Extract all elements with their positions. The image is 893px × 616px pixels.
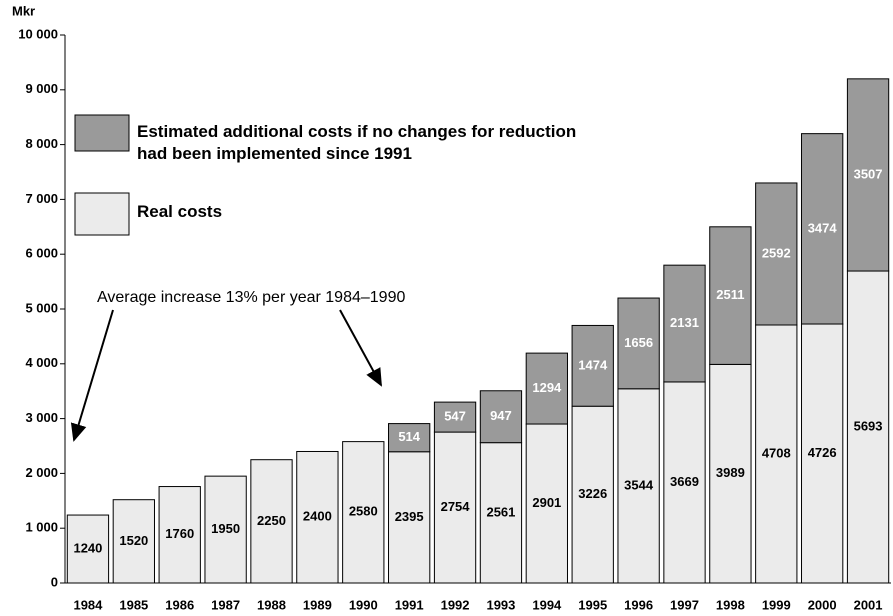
- data-label: 5693: [854, 418, 883, 433]
- x-tick-label: 1991: [395, 597, 424, 612]
- x-tick-label: 1985: [119, 597, 148, 612]
- x-tick-label: 1990: [349, 597, 378, 612]
- bar-segment: [388, 423, 431, 453]
- bar-segment: [433, 401, 477, 433]
- legend-label: Real costs: [137, 202, 223, 221]
- data-label: 2754: [441, 499, 471, 514]
- data-label: 3544: [624, 477, 654, 492]
- y-tick-label: 1 000: [25, 520, 58, 535]
- data-label: 2580: [349, 504, 378, 519]
- bar-segment: [479, 390, 523, 444]
- x-tick-label: 2000: [808, 597, 837, 612]
- data-label: 1474: [578, 357, 608, 372]
- data-label: 3989: [716, 465, 745, 480]
- data-label: 2395: [395, 509, 424, 524]
- x-tick-label: 1995: [578, 597, 607, 612]
- bar-segment: [663, 381, 706, 584]
- data-label: 1240: [73, 540, 102, 555]
- x-tick-label: 1986: [165, 597, 194, 612]
- bar-segment: [617, 388, 660, 584]
- x-tick-label: 1992: [441, 597, 470, 612]
- data-label: 2511: [716, 287, 744, 302]
- annotation: Average increase 13% per year 1984–1990: [97, 289, 405, 306]
- bar-segment: [525, 352, 568, 425]
- bar-segment: [709, 226, 752, 365]
- y-tick-label: 9 000: [25, 81, 58, 96]
- x-tick-label: 1989: [303, 597, 332, 612]
- y-tick-label: 3 000: [25, 410, 58, 425]
- x-tick-label: 1987: [211, 597, 240, 612]
- bar-segment: [342, 441, 385, 584]
- annotation-arrow: [339, 309, 382, 387]
- bar-segment: [617, 297, 660, 390]
- x-tick-label: 1984: [73, 597, 103, 612]
- y-tick-label: 6 000: [25, 246, 58, 261]
- x-tick-label: 1988: [257, 597, 286, 612]
- y-tick-label: 7 000: [25, 191, 58, 206]
- legend-swatch: [74, 192, 130, 236]
- data-label: 3507: [854, 166, 883, 181]
- bar-segment: [663, 264, 706, 383]
- y-tick-label: 4 000: [25, 355, 58, 370]
- bar-segment: [479, 442, 523, 584]
- bar-segment: [250, 459, 293, 584]
- bar-segment: [801, 133, 844, 325]
- x-tick-label: 1999: [762, 597, 791, 612]
- data-label: 1950: [211, 521, 240, 536]
- legend-swatch: [74, 114, 130, 152]
- plot: 0 1 000 2 000 3 000 4 000 5 000 6 000 7 000 8 00…: [18, 26, 891, 612]
- annotation-arrow: [70, 309, 114, 442]
- bar-segment: [112, 499, 155, 584]
- bar-segment: [296, 450, 339, 584]
- data-label: 2901: [532, 495, 561, 510]
- bar-segment: [204, 475, 247, 584]
- legend-label: Estimated additional costs if no changes…: [137, 122, 577, 163]
- data-label: 3474: [808, 220, 838, 235]
- data-label: 1294: [532, 380, 562, 395]
- data-label: 547: [444, 409, 466, 424]
- data-label: 4726: [808, 445, 837, 460]
- data-label: 3226: [578, 486, 607, 501]
- data-label: 1760: [165, 526, 194, 541]
- bar-segment: [846, 78, 890, 272]
- data-label: 2131: [670, 315, 699, 330]
- bar-segment: [801, 323, 844, 584]
- bar-segment: [709, 363, 752, 584]
- data-label: 2592: [762, 245, 791, 260]
- bar-segment: [158, 486, 201, 584]
- data-label: 2400: [303, 509, 332, 524]
- bar-segment: [388, 451, 431, 584]
- x-tick-label: 2001: [854, 597, 883, 612]
- data-label: 1520: [119, 533, 148, 548]
- y-tick-label: 2 000: [25, 465, 58, 480]
- y-axis-label: Mkr: [12, 3, 35, 18]
- y-tick-label: 0: [51, 574, 58, 589]
- data-label: 4708: [762, 445, 791, 460]
- data-label: 1656: [624, 335, 653, 350]
- y-tick-label: 10 000: [18, 26, 58, 41]
- y-tick-label: 8 000: [25, 136, 58, 151]
- bar-segment: [755, 324, 798, 584]
- y-tick-label: 5 000: [25, 300, 58, 315]
- bar-segment: [525, 423, 568, 584]
- bar-segment: [571, 324, 614, 407]
- x-tick-label: 1998: [716, 597, 745, 612]
- x-tick-label: 1994: [532, 597, 562, 612]
- data-label: 947: [490, 408, 512, 423]
- data-label: 514: [398, 429, 420, 444]
- bar-segment: [433, 431, 477, 584]
- x-tick-label: 1993: [486, 597, 515, 612]
- bar-segment: [571, 405, 614, 584]
- data-label: 2250: [257, 513, 286, 528]
- bar-segment: [755, 182, 798, 326]
- bar-segment: [66, 514, 110, 584]
- data-label: 3669: [670, 474, 699, 489]
- x-tick-label: 1996: [624, 597, 653, 612]
- x-tick-label: 1997: [670, 597, 699, 612]
- data-label: 2561: [486, 504, 515, 519]
